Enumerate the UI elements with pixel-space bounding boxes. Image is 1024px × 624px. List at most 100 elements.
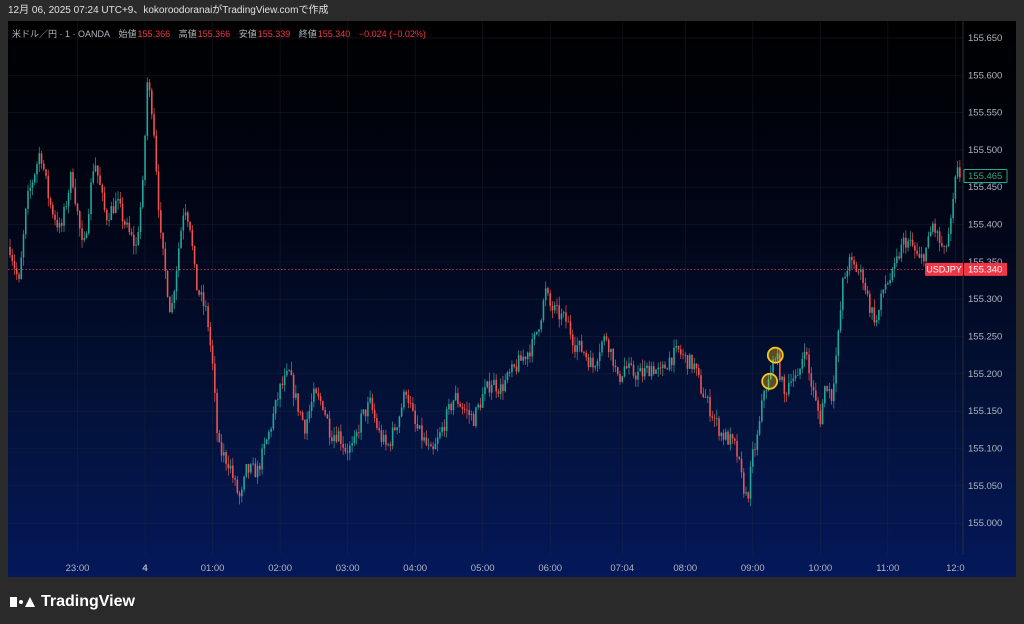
candle xyxy=(565,305,567,329)
candle xyxy=(835,347,837,393)
candlestick-chart[interactable]: 155.000 155.050 155.100 155.150 155.200 155.2… xyxy=(8,21,1016,577)
candle xyxy=(96,165,99,184)
candle xyxy=(756,429,759,456)
candle xyxy=(292,372,295,407)
candle xyxy=(142,175,144,209)
candle xyxy=(351,435,353,453)
candle xyxy=(783,374,786,403)
candle xyxy=(259,462,261,476)
candle xyxy=(628,357,630,375)
candle xyxy=(83,231,86,243)
candle xyxy=(846,266,849,284)
brand-name: TradingView xyxy=(41,593,135,610)
x-tick-label: 04:00 xyxy=(403,563,427,574)
candle xyxy=(936,229,939,241)
candle xyxy=(171,294,173,314)
candle xyxy=(668,351,671,372)
candle xyxy=(544,281,547,307)
candle xyxy=(74,178,77,206)
candle xyxy=(207,302,209,332)
candle xyxy=(754,443,756,457)
candle xyxy=(571,329,574,354)
candle xyxy=(45,168,47,180)
candle xyxy=(265,438,268,445)
candle xyxy=(313,382,315,408)
candle xyxy=(619,370,621,385)
y-tick-label: 155.250 xyxy=(968,332,1002,343)
candle xyxy=(432,441,434,455)
candle xyxy=(553,301,556,314)
candle xyxy=(891,267,894,283)
candle xyxy=(18,272,20,283)
symbol-label[interactable]: 米ドル／円 · 1 · OANDA xyxy=(12,29,111,39)
candle xyxy=(196,264,198,291)
x-tick-label: 4 xyxy=(142,563,148,574)
candle xyxy=(817,396,819,419)
candle xyxy=(770,365,772,380)
candle xyxy=(920,246,923,264)
candle xyxy=(720,431,723,442)
candle xyxy=(878,309,880,324)
candle xyxy=(826,385,828,393)
candle xyxy=(499,378,502,400)
candle xyxy=(306,411,308,441)
candle xyxy=(742,467,745,498)
candle xyxy=(416,415,419,432)
candle xyxy=(180,226,182,249)
candle xyxy=(914,242,916,259)
candle xyxy=(889,273,891,286)
candle xyxy=(405,389,407,399)
candle xyxy=(92,163,95,185)
tradingview-brand[interactable]: TradingView xyxy=(10,592,135,612)
candle xyxy=(47,169,50,207)
candle xyxy=(830,388,833,405)
candle xyxy=(583,351,585,356)
candle xyxy=(839,301,842,333)
candle xyxy=(319,392,322,406)
x-tick-label: 12:0 xyxy=(946,563,965,574)
candle xyxy=(612,347,615,373)
candle xyxy=(36,161,38,183)
candle xyxy=(706,394,709,404)
price-axis[interactable]: 155.000 155.050 155.100 155.150 155.200 155.2… xyxy=(925,33,1008,529)
candle xyxy=(398,415,401,433)
candle xyxy=(148,79,151,98)
candle xyxy=(445,406,448,438)
time-axis[interactable]: 23:00 4 01:00 02:00 03:00 04:00 05:00 06:00 07:0… xyxy=(66,563,965,574)
candle xyxy=(614,359,617,373)
candle xyxy=(40,150,43,169)
candle xyxy=(108,213,110,227)
candle xyxy=(866,286,869,297)
candle xyxy=(270,426,272,438)
candle xyxy=(254,457,257,478)
candle xyxy=(99,167,101,186)
candle xyxy=(218,429,221,443)
candle xyxy=(299,410,302,416)
candle xyxy=(367,396,369,424)
candle xyxy=(648,360,651,377)
candle xyxy=(916,242,918,256)
candle xyxy=(191,224,194,251)
candle xyxy=(263,437,266,456)
candle xyxy=(873,299,876,327)
candle xyxy=(779,349,781,382)
candle xyxy=(364,409,367,422)
candle xyxy=(123,219,126,229)
candle xyxy=(682,348,684,360)
candle xyxy=(430,441,432,447)
candle xyxy=(425,430,428,447)
candle xyxy=(540,318,543,333)
candle xyxy=(418,425,421,430)
candle xyxy=(882,289,885,298)
overlays xyxy=(8,268,963,390)
candle xyxy=(139,202,142,239)
candle xyxy=(376,413,378,431)
candle xyxy=(760,393,763,424)
candle xyxy=(616,366,619,377)
candle xyxy=(423,432,425,443)
candle xyxy=(385,429,387,451)
candle xyxy=(643,360,646,381)
candle xyxy=(232,457,234,483)
candle xyxy=(205,300,207,312)
candle xyxy=(812,380,815,398)
